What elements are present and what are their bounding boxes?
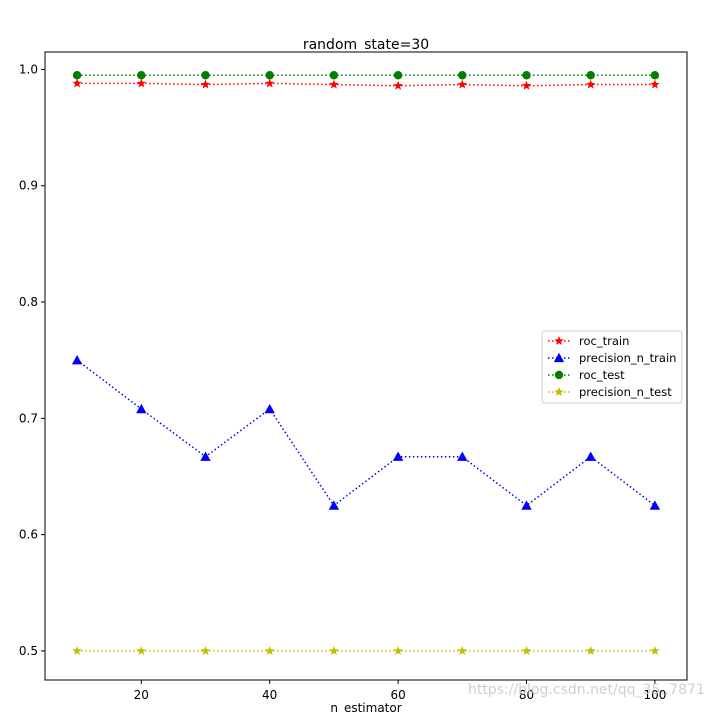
data-point — [136, 645, 147, 655]
legend-item: roc_train — [548, 334, 629, 348]
x-tick-label: 80 — [519, 688, 534, 702]
data-point — [201, 71, 210, 80]
data-point — [522, 71, 531, 80]
data-point — [393, 80, 403, 90]
data-point — [200, 79, 211, 89]
data-point — [136, 78, 147, 88]
data-point — [137, 71, 146, 80]
legend-label: precision_n_test — [579, 385, 672, 399]
data-point — [649, 500, 661, 510]
data-point — [457, 79, 468, 89]
data-point — [457, 645, 468, 655]
data-point — [72, 78, 82, 88]
data-point — [521, 500, 532, 510]
y-tick-label: 0.8 — [19, 295, 38, 309]
data-point — [650, 645, 660, 655]
data-point — [72, 71, 82, 80]
legend-label: precision_n_train — [579, 351, 676, 365]
series-precision_n_test — [72, 645, 660, 655]
data-point — [457, 451, 468, 461]
legend-item: precision_n_train — [548, 351, 676, 365]
data-point — [586, 71, 595, 80]
legend-marker — [554, 370, 564, 380]
data-point — [264, 403, 275, 414]
x-tick-label: 60 — [390, 688, 405, 702]
data-point — [585, 79, 596, 89]
x-tick-label: 20 — [134, 688, 149, 702]
legend-item: roc_test — [548, 368, 625, 382]
legend-marker — [554, 336, 564, 346]
y-axis-ticks: 0.5 0.6 0.7 0.8 0.9 1.0 — [19, 62, 45, 658]
legend-label: roc_train — [579, 334, 629, 348]
chart-title: random_state=30 — [303, 37, 429, 53]
data-point — [650, 71, 660, 80]
y-tick-label: 0.9 — [19, 179, 38, 193]
data-point — [393, 71, 403, 80]
legend-marker — [553, 352, 565, 363]
data-point — [328, 500, 340, 510]
legend-marker — [554, 387, 564, 397]
data-point — [521, 80, 532, 90]
legend: roc_train precision_n_train roc_testprecis… — [541, 330, 683, 404]
data-point — [200, 645, 211, 655]
legend-box — [541, 330, 683, 404]
data-point — [521, 645, 532, 655]
series-precision_n_train — [71, 354, 661, 510]
data-point — [264, 645, 275, 655]
legend-label: roc_test — [579, 368, 625, 382]
data-point — [136, 403, 147, 414]
x-tick-label: 40 — [262, 688, 277, 702]
series-roc_test — [72, 71, 660, 80]
y-tick-label: 0.7 — [19, 411, 38, 425]
series-line — [77, 82, 655, 87]
data-point — [392, 451, 404, 461]
data-point — [329, 71, 339, 80]
data-point — [458, 71, 467, 80]
series-line — [76, 359, 656, 507]
data-point — [265, 71, 274, 80]
data-point — [71, 354, 83, 365]
series-roc_train — [72, 78, 660, 90]
x-tick-label: 100 — [643, 688, 666, 702]
y-tick-label: 1.0 — [19, 62, 38, 76]
x-axis-label: n_estimator — [330, 701, 401, 713]
data-point — [200, 451, 211, 461]
data-point — [585, 645, 596, 655]
data-point — [650, 79, 660, 89]
y-tick-label: 0.5 — [19, 644, 38, 658]
data-point — [264, 78, 275, 88]
y-tick-label: 0.6 — [19, 528, 38, 542]
watermark-text: https://blog.csdn.net/qq_35..7871 — [468, 682, 705, 698]
data-point — [72, 645, 82, 655]
data-point — [329, 645, 339, 655]
x-axis-ticks: 20 40 60 80 100 — [134, 680, 666, 702]
data-point — [329, 79, 339, 89]
legend-item: precision_n_test — [548, 385, 672, 399]
data-point — [585, 451, 596, 461]
data-point — [393, 645, 403, 655]
series-layer — [71, 71, 661, 655]
